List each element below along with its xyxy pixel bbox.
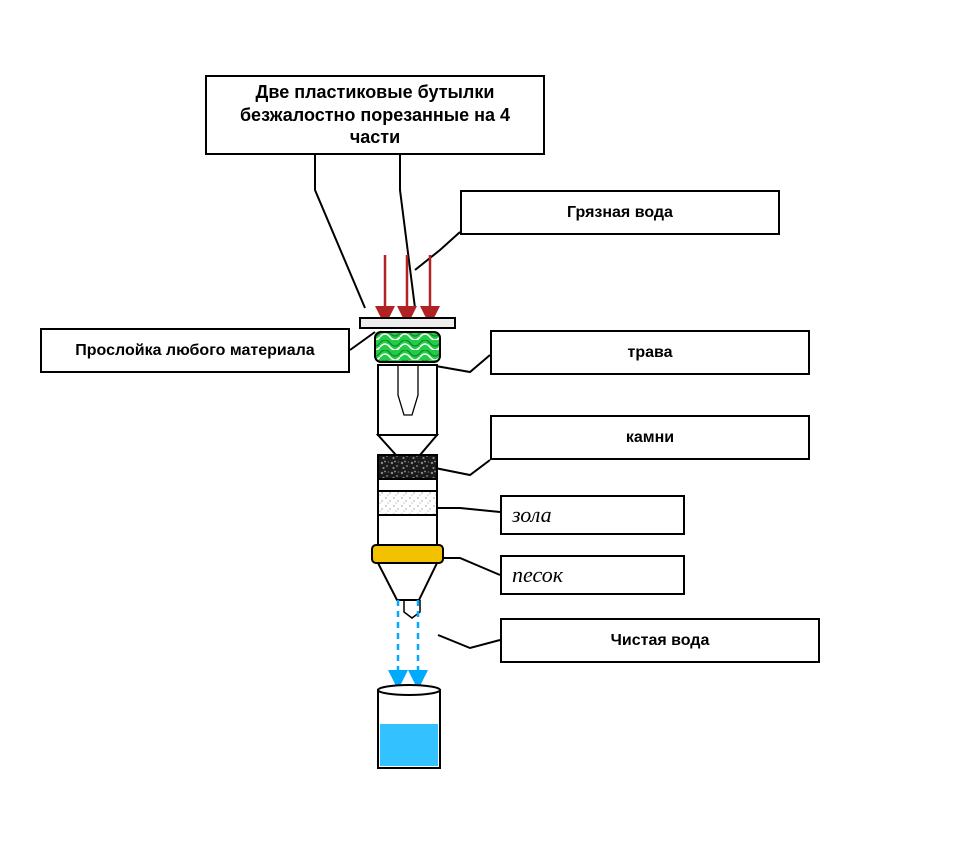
callout-dirty-water-text: Грязная вода xyxy=(567,203,673,223)
callout-bottles: Две пластиковые бутылки безжалостно поре… xyxy=(205,75,545,155)
callout-clean-water-text: Чистая вода xyxy=(611,631,710,651)
callout-dirty-water: Грязная вода xyxy=(460,190,780,235)
diagram-stage: Две пластиковые бутылки безжалостно поре… xyxy=(0,0,960,862)
callout-stones-text: камни xyxy=(626,428,674,448)
arrows-out-icon xyxy=(398,600,418,680)
callout-grass-text: трава xyxy=(627,343,672,363)
lower-bottle-neck xyxy=(378,563,437,600)
callout-sand-text: песок xyxy=(512,561,563,589)
callout-interlayer-text: Прослойка любого материала xyxy=(75,341,314,361)
upper-bottle-body xyxy=(378,365,437,435)
sand-layer xyxy=(372,545,443,563)
callout-bottles-text: Две пластиковые бутылки безжалостно поре… xyxy=(217,81,533,149)
callout-interlayer: Прослойка любого материала xyxy=(40,328,350,373)
ash-layer xyxy=(378,491,437,515)
callout-clean-water: Чистая вода xyxy=(500,618,820,663)
callout-ash-text: зола xyxy=(512,501,552,529)
arrows-in-icon xyxy=(385,255,430,316)
callout-grass: трава xyxy=(490,330,810,375)
callout-ash: зола xyxy=(500,495,685,535)
stones-layer xyxy=(378,455,437,479)
filter-column xyxy=(360,318,455,618)
upper-bottle-neck xyxy=(378,435,437,455)
collection-cup xyxy=(378,685,440,768)
grass-layer xyxy=(375,332,440,362)
callout-stones: камни xyxy=(490,415,810,460)
callout-sand: песок xyxy=(500,555,685,595)
